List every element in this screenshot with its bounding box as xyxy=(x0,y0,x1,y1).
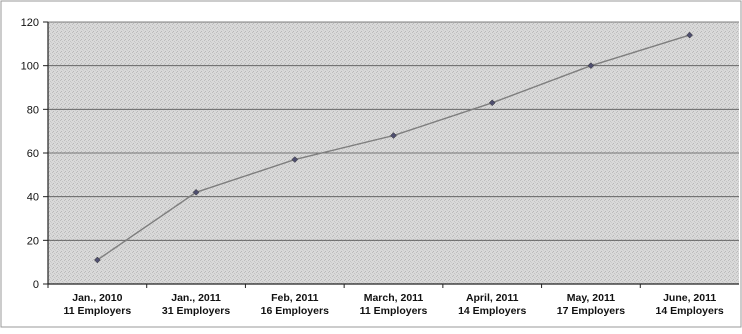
x-tick-label-line: Jan., 2011 xyxy=(171,292,221,304)
x-tick-label-line: 17 Employers xyxy=(557,305,625,317)
x-tick-label: Jan., 2011 31 Employers xyxy=(162,292,230,317)
y-tick-label: 100 xyxy=(21,61,39,73)
axes xyxy=(43,21,739,288)
y-tick-label: 40 xyxy=(27,192,39,204)
x-tick-label-line: June, 2011 xyxy=(663,292,716,304)
x-tick-label-line: 31 Employers xyxy=(162,305,230,317)
x-tick-label: April, 2011 14 Employers xyxy=(458,292,526,317)
x-tick-label-line: 11 Employers xyxy=(360,305,428,317)
x-tick-label-line: May, 2011 xyxy=(567,292,615,304)
data-point xyxy=(94,256,101,264)
y-axis-tick-labels: 0 20 40 60 80 100 120 xyxy=(21,17,39,291)
x-tick-label-line: April, 2011 xyxy=(466,292,519,304)
x-tick-label: Feb, 2011 16 Employers xyxy=(261,292,329,317)
gridlines xyxy=(48,21,739,241)
data-point xyxy=(587,62,595,70)
y-tick-label: 80 xyxy=(27,104,39,116)
x-tick-label-line: Feb, 2011 xyxy=(271,292,318,304)
x-tick-label-line: 16 Employers xyxy=(261,305,329,317)
y-tick-label: 60 xyxy=(27,148,39,160)
x-tick-label-line: March, 2011 xyxy=(364,292,424,304)
data-point xyxy=(192,188,200,196)
x-tick-label: March, 2011 11 Employers xyxy=(360,292,428,317)
data-point xyxy=(390,132,397,139)
x-tick-label-line: 14 Employers xyxy=(458,305,526,317)
y-tick-label: 0 xyxy=(33,279,39,291)
data-point xyxy=(686,31,693,39)
x-tick-label-line: Jan., 2010 xyxy=(72,292,122,304)
x-tick-label: June, 2011 14 Employers xyxy=(655,292,723,317)
data-point xyxy=(488,99,496,107)
x-tick-label: Jan., 2010 11 Employers xyxy=(63,292,131,317)
x-tick-label: May, 2011 17 Employers xyxy=(557,292,625,317)
data-point xyxy=(291,156,299,163)
y-tick-label: 120 xyxy=(21,17,39,29)
x-tick-label-line: 11 Employers xyxy=(63,305,131,317)
x-tick-label-line: 14 Employers xyxy=(655,305,723,317)
y-tick-label: 20 xyxy=(27,235,39,247)
series-markers xyxy=(94,31,693,264)
